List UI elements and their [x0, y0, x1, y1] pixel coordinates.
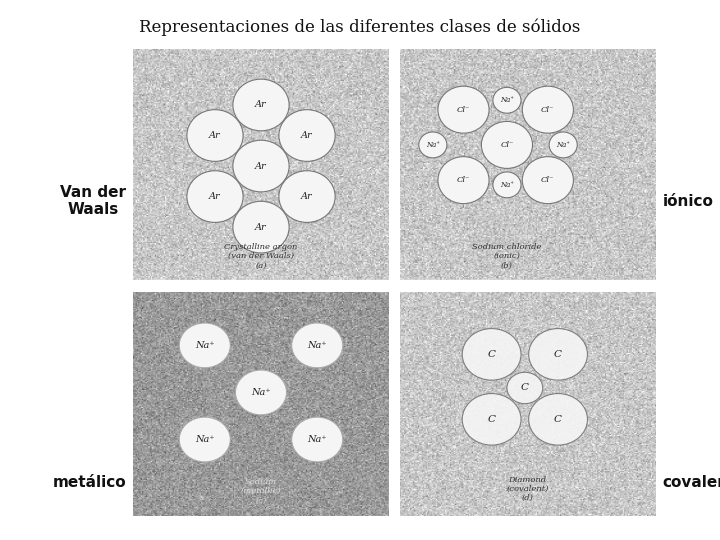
Text: C: C — [521, 383, 529, 393]
Circle shape — [528, 394, 588, 445]
Circle shape — [187, 171, 243, 222]
Text: Na⁺: Na⁺ — [251, 388, 271, 397]
Circle shape — [528, 328, 588, 380]
Text: Na⁺: Na⁺ — [500, 96, 514, 104]
Circle shape — [549, 132, 577, 158]
Text: iónico: iónico — [662, 194, 714, 209]
Text: Ar: Ar — [255, 222, 267, 232]
Circle shape — [482, 122, 533, 168]
Text: C: C — [487, 350, 495, 359]
Circle shape — [438, 157, 489, 204]
Circle shape — [522, 86, 573, 133]
Circle shape — [233, 79, 289, 131]
Text: Cl⁻: Cl⁻ — [541, 106, 554, 114]
Text: covalente: covalente — [662, 475, 720, 490]
Circle shape — [438, 86, 489, 133]
Text: Na⁺: Na⁺ — [307, 435, 327, 444]
Circle shape — [522, 157, 573, 204]
Text: Na⁺: Na⁺ — [500, 181, 514, 189]
Text: Na⁺: Na⁺ — [195, 341, 215, 350]
Text: Ar: Ar — [255, 161, 267, 171]
Text: Na⁺: Na⁺ — [426, 141, 440, 149]
Circle shape — [419, 132, 447, 158]
Circle shape — [279, 110, 335, 161]
Text: Crystalline argon
(van der Waals)
(a): Crystalline argon (van der Waals) (a) — [225, 243, 297, 269]
Circle shape — [179, 323, 230, 368]
Circle shape — [507, 372, 543, 404]
Circle shape — [462, 328, 521, 380]
Text: Diamond
(covalent)
(d): Diamond (covalent) (d) — [506, 476, 549, 502]
Text: C: C — [554, 415, 562, 424]
Text: Ar: Ar — [210, 131, 221, 140]
Circle shape — [462, 394, 521, 445]
Text: Sodium
(metallic)
(c): Sodium (metallic) (c) — [240, 478, 282, 504]
Circle shape — [279, 171, 335, 222]
Text: Ar: Ar — [255, 100, 267, 110]
Circle shape — [493, 172, 521, 198]
Text: Ar: Ar — [210, 192, 221, 201]
Circle shape — [235, 370, 287, 415]
Circle shape — [493, 87, 521, 113]
Text: Van der
Waals: Van der Waals — [60, 185, 126, 218]
Text: Cl⁻: Cl⁻ — [456, 176, 470, 184]
Text: Cl⁻: Cl⁻ — [456, 106, 470, 114]
Text: Na⁺: Na⁺ — [307, 341, 327, 350]
Text: Na⁺: Na⁺ — [195, 435, 215, 444]
Text: Representaciones de las diferentes clases de sólidos: Representaciones de las diferentes clase… — [139, 19, 581, 36]
Circle shape — [179, 417, 230, 462]
Text: C: C — [554, 350, 562, 359]
Text: Ar: Ar — [301, 192, 312, 201]
Text: C: C — [487, 415, 495, 424]
Circle shape — [233, 140, 289, 192]
Text: Sodium chloride
(ionic)
(b): Sodium chloride (ionic) (b) — [472, 243, 541, 269]
Text: Cl⁻: Cl⁻ — [500, 141, 513, 149]
Circle shape — [187, 110, 243, 161]
Circle shape — [233, 201, 289, 253]
Circle shape — [292, 417, 343, 462]
Text: Na⁺: Na⁺ — [556, 141, 570, 149]
Text: Cl⁻: Cl⁻ — [541, 176, 554, 184]
Text: metálico: metálico — [53, 475, 126, 490]
Circle shape — [292, 323, 343, 368]
Text: Ar: Ar — [301, 131, 312, 140]
